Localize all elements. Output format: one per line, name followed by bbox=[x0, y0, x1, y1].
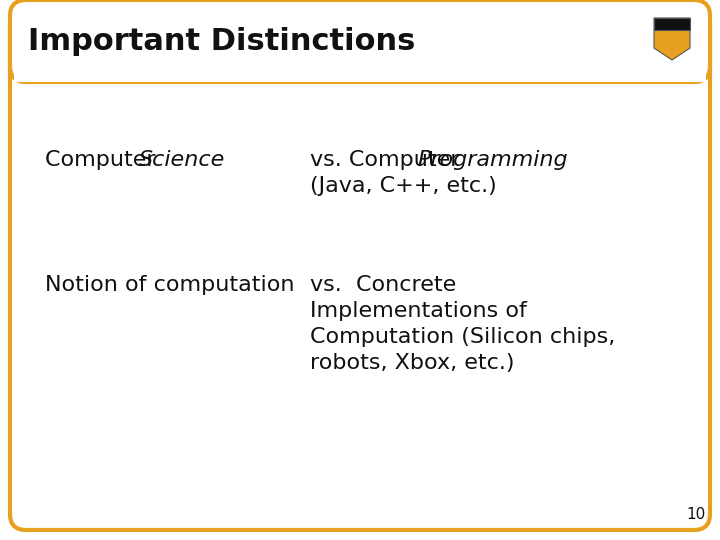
Polygon shape bbox=[658, 32, 686, 44]
Bar bbox=[14, 62, 706, 82]
Text: Computation (Silicon chips,: Computation (Silicon chips, bbox=[310, 327, 616, 347]
Text: 10: 10 bbox=[687, 507, 706, 522]
Text: Important Distinctions: Important Distinctions bbox=[28, 26, 415, 56]
Text: Computer: Computer bbox=[45, 150, 163, 170]
Text: Notion of computation: Notion of computation bbox=[45, 275, 294, 295]
Text: Implementations of: Implementations of bbox=[310, 301, 527, 321]
Text: (Java, C++, etc.): (Java, C++, etc.) bbox=[310, 176, 497, 196]
Text: vs.  Concrete: vs. Concrete bbox=[310, 275, 456, 295]
Polygon shape bbox=[654, 18, 690, 60]
Text: Science: Science bbox=[139, 150, 225, 170]
FancyBboxPatch shape bbox=[10, 10, 710, 530]
Text: vs. Computer: vs. Computer bbox=[310, 150, 467, 170]
Text: Programming: Programming bbox=[417, 150, 567, 170]
FancyBboxPatch shape bbox=[10, 0, 710, 82]
Text: robots, Xbox, etc.): robots, Xbox, etc.) bbox=[310, 353, 515, 373]
Polygon shape bbox=[654, 18, 690, 30]
